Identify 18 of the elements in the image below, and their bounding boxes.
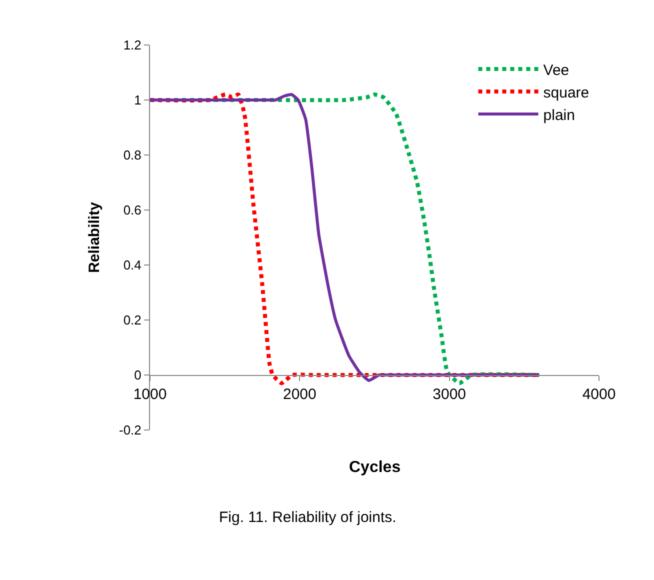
y-tick-label: 0.8 xyxy=(123,148,142,163)
y-tick-label: 0.4 xyxy=(123,258,142,273)
x-tick-label: 1000 xyxy=(133,386,167,403)
caption: Fig. 11. Reliability of joints. xyxy=(219,509,396,526)
x-axis-title: Cycles xyxy=(349,459,401,476)
y-tick-label: -0.2 xyxy=(118,422,142,438)
x-tick-label: 3000 xyxy=(432,386,466,403)
legend-label: plain xyxy=(543,106,575,124)
y-tick-label: 1 xyxy=(134,92,142,108)
y-tick-label: 0 xyxy=(134,368,142,383)
x-tick-label: 4000 xyxy=(582,386,616,403)
legend-label: square xyxy=(543,84,590,102)
y-tick-label: 1.2 xyxy=(123,38,142,53)
x-tick-label: 2000 xyxy=(282,386,316,403)
y-axis-title: Reliability xyxy=(86,201,104,273)
y-tick-label: 0.6 xyxy=(123,202,142,218)
y-tick-label: 0.2 xyxy=(123,312,142,328)
legend-label: Vee xyxy=(543,62,570,79)
